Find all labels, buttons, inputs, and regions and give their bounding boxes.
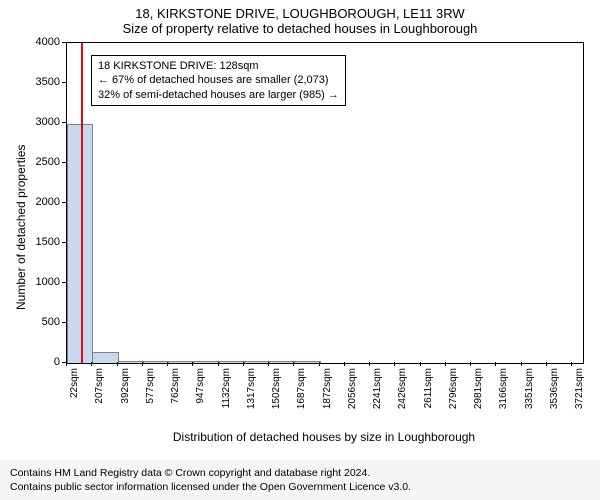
- histogram-bar: [143, 361, 169, 363]
- x-tick-mark: [117, 362, 118, 366]
- x-tick-label: 392sqm: [120, 368, 131, 404]
- y-tick-label: 3000: [22, 116, 60, 128]
- x-tick-mark: [394, 362, 395, 366]
- x-tick-label: 3166sqm: [498, 368, 509, 409]
- x-tick-label: 2611sqm: [423, 368, 434, 408]
- x-tick-mark: [470, 362, 471, 366]
- x-tick-mark: [167, 362, 168, 366]
- plot-area: 18 KIRKSTONE DRIVE: 128sqm← 67% of detac…: [66, 42, 584, 364]
- property-marker-line: [81, 43, 83, 363]
- annotation-box: 18 KIRKSTONE DRIVE: 128sqm← 67% of detac…: [91, 55, 346, 106]
- x-tick-mark: [344, 362, 345, 366]
- x-tick-label: 2056sqm: [347, 368, 358, 409]
- histogram-bar: [193, 361, 219, 363]
- y-tick-label: 2500: [22, 156, 60, 168]
- x-tick-label: 3721sqm: [574, 368, 585, 409]
- y-tick-label: 0: [22, 356, 60, 368]
- x-tick-label: 1502sqm: [271, 368, 282, 409]
- title-block: 18, KIRKSTONE DRIVE, LOUGHBOROUGH, LE11 …: [0, 0, 600, 36]
- histogram-bar: [219, 361, 245, 363]
- annotation-line3: 32% of semi-detached houses are larger (…: [98, 88, 339, 102]
- x-tick-mark: [142, 362, 143, 366]
- x-tick-mark: [268, 362, 269, 366]
- x-tick-label: 947sqm: [195, 368, 206, 404]
- histogram-bar: [168, 361, 194, 363]
- y-tick-label: 1000: [22, 276, 60, 288]
- y-tick-mark: [62, 162, 66, 163]
- footer: Contains HM Land Registry data © Crown c…: [0, 460, 600, 500]
- histogram-bar: [244, 361, 270, 363]
- chart-title-line1: 18, KIRKSTONE DRIVE, LOUGHBOROUGH, LE11 …: [0, 6, 600, 21]
- x-tick-mark: [66, 362, 67, 366]
- x-tick-label: 577sqm: [145, 368, 156, 404]
- y-tick-label: 3500: [22, 76, 60, 88]
- x-tick-label: 1872sqm: [322, 368, 333, 409]
- x-tick-mark: [192, 362, 193, 366]
- x-tick-mark: [293, 362, 294, 366]
- x-tick-mark: [445, 362, 446, 366]
- x-tick-label: 3351sqm: [524, 368, 535, 409]
- x-tick-label: 207sqm: [94, 368, 105, 404]
- y-tick-mark: [62, 282, 66, 283]
- x-tick-label: 22sqm: [69, 368, 80, 398]
- histogram-bar: [269, 361, 295, 363]
- x-tick-label: 1687sqm: [296, 368, 307, 409]
- footer-line2: Contains public sector information licen…: [10, 480, 590, 494]
- x-tick-label: 2241sqm: [372, 368, 383, 409]
- y-tick-mark: [62, 82, 66, 83]
- chart-container: 18, KIRKSTONE DRIVE, LOUGHBOROUGH, LE11 …: [0, 0, 600, 500]
- x-tick-mark: [243, 362, 244, 366]
- y-tick-mark: [62, 122, 66, 123]
- x-tick-mark: [420, 362, 421, 366]
- x-tick-label: 2981sqm: [473, 368, 484, 409]
- x-tick-label: 762sqm: [170, 368, 181, 404]
- x-tick-mark: [546, 362, 547, 366]
- x-tick-mark: [218, 362, 219, 366]
- x-tick-label: 1132sqm: [221, 368, 232, 408]
- y-tick-mark: [62, 42, 66, 43]
- x-tick-mark: [319, 362, 320, 366]
- y-tick-label: 1500: [22, 236, 60, 248]
- y-tick-mark: [62, 242, 66, 243]
- chart-title-line2: Size of property relative to detached ho…: [0, 21, 600, 36]
- footer-line1: Contains HM Land Registry data © Crown c…: [10, 466, 590, 480]
- annotation-line1: 18 KIRKSTONE DRIVE: 128sqm: [98, 59, 339, 73]
- x-tick-label: 3536sqm: [549, 368, 560, 409]
- x-tick-label: 1317sqm: [246, 368, 257, 409]
- x-tick-mark: [571, 362, 572, 366]
- x-tick-label: 2796sqm: [448, 368, 459, 409]
- x-tick-mark: [495, 362, 496, 366]
- histogram-bar: [118, 361, 144, 363]
- x-tick-label: 2426sqm: [397, 368, 408, 409]
- x-axis-label: Distribution of detached houses by size …: [66, 430, 582, 444]
- y-tick-mark: [62, 322, 66, 323]
- y-tick-label: 500: [22, 316, 60, 328]
- y-tick-label: 2000: [22, 196, 60, 208]
- histogram-bar: [67, 124, 93, 363]
- x-tick-mark: [521, 362, 522, 366]
- y-tick-mark: [62, 202, 66, 203]
- histogram-bar: [294, 361, 320, 363]
- y-tick-label: 4000: [22, 36, 60, 48]
- x-tick-mark: [369, 362, 370, 366]
- annotation-line2: ← 67% of detached houses are smaller (2,…: [98, 73, 339, 87]
- x-tick-mark: [91, 362, 92, 366]
- histogram-bar: [92, 352, 118, 363]
